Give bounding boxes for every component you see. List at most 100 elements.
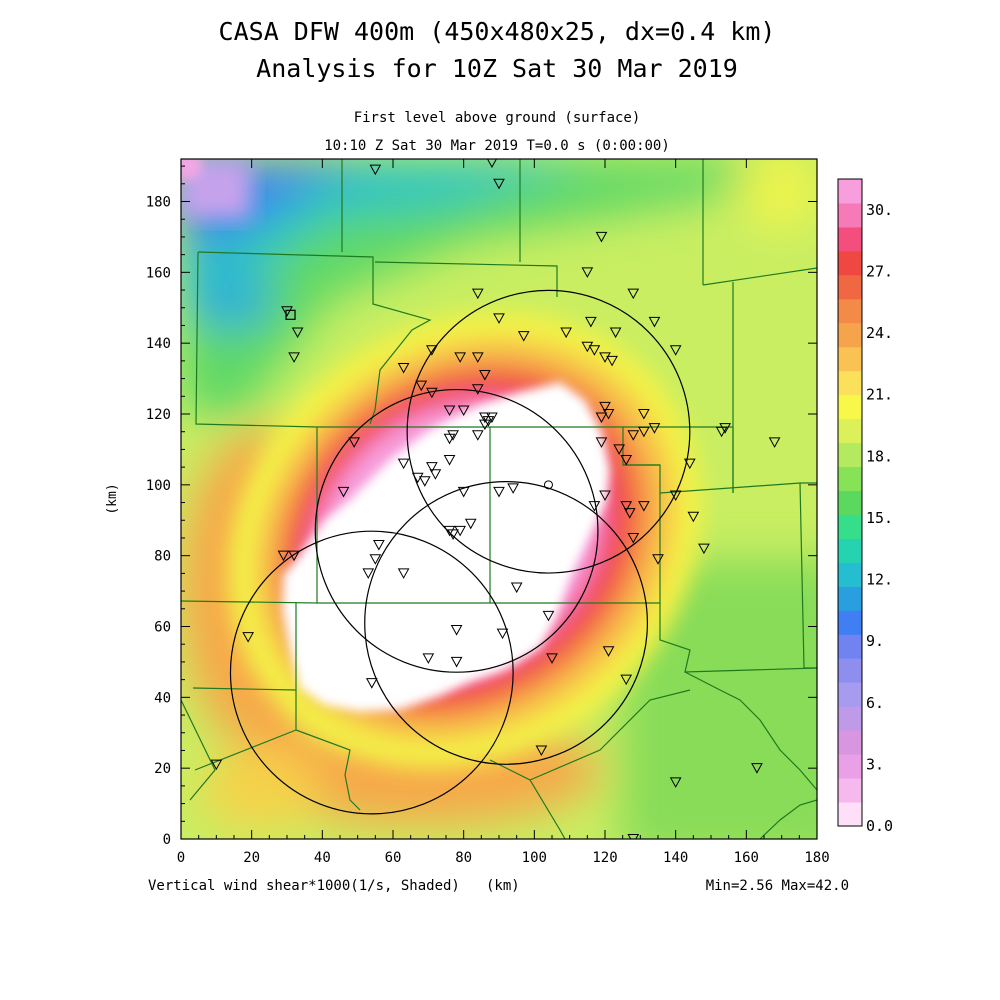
shaded-shear-field — [181, 159, 817, 839]
station-marker — [493, 313, 505, 324]
station-marker — [457, 486, 470, 498]
station-marker — [507, 483, 519, 494]
colorbar-swatch — [838, 346, 862, 372]
y-tick-label: 160 — [146, 265, 171, 281]
radar-range-circles — [229, 289, 691, 815]
colorbar-swatch — [838, 634, 862, 659]
colorbar-swatch — [838, 298, 862, 324]
colorbar-swatch — [838, 514, 862, 539]
station-marker — [426, 387, 438, 399]
station-marker — [623, 508, 636, 519]
colorbar-swatch — [838, 418, 862, 444]
radar-range-circle-2 — [314, 388, 599, 673]
colorbar-label: 27. — [866, 262, 893, 280]
station-marker — [369, 554, 382, 565]
colorbar-label: 15. — [866, 509, 893, 527]
station-marker — [648, 423, 661, 434]
station-marker — [457, 405, 470, 416]
colorbar-swatch — [838, 562, 862, 587]
station-marker — [595, 437, 608, 448]
axes: 0 20 40 60 80 100 120 140 160 180 0 20 40 60 80 100 120 1… — [146, 159, 830, 866]
station-marker — [683, 458, 696, 470]
station-marker — [397, 362, 410, 374]
station-marker — [595, 412, 608, 424]
colorbar-swatch — [838, 322, 862, 348]
x-tick-label: 100 — [522, 850, 547, 866]
station-marker — [450, 625, 463, 636]
radar-range-circle-3 — [406, 289, 691, 574]
station-marker — [768, 437, 781, 448]
station-marker — [751, 763, 763, 774]
station-marker — [337, 486, 350, 498]
colorbar-label: 6. — [866, 694, 884, 712]
station-marker — [443, 405, 456, 416]
station-marker — [281, 306, 293, 317]
colorbar-swatch — [838, 394, 862, 420]
station-marker — [546, 653, 558, 664]
station-marker — [493, 486, 505, 498]
station-marker — [288, 352, 300, 363]
x-tick-label: 80 — [455, 850, 472, 866]
y-tick-label: 0 — [163, 832, 171, 848]
x-tick-label: 40 — [314, 850, 331, 866]
station-marker — [542, 610, 555, 622]
station-marker — [454, 525, 466, 537]
y-tick-label: 60 — [154, 620, 171, 636]
colorbar: 0.0 3. 6. 9. 12. 15. 18. 21. 24. 27. 30. — [837, 178, 893, 835]
station-marker — [493, 178, 505, 190]
station-marker — [422, 653, 435, 664]
station-marker — [288, 550, 300, 562]
station-marker — [471, 384, 484, 395]
station-marker — [606, 355, 618, 367]
station-marker — [397, 458, 410, 470]
y-tick-label: 20 — [154, 761, 171, 777]
station-marker — [369, 164, 382, 176]
chart-subtitle-line2: 10:10 Z Sat 30 Mar 2019 T=0.0 s (0:00:00… — [324, 138, 670, 154]
y-tick-label: 140 — [146, 336, 171, 352]
station-marker — [397, 568, 410, 579]
chart-title-line2: Analysis for 10Z Sat 30 Mar 2019 — [256, 54, 738, 83]
colorbar-swatch — [838, 754, 862, 779]
colorbar-swatch — [838, 778, 862, 803]
colorbar-swatch — [838, 682, 862, 707]
colorbar-swatch — [838, 250, 862, 276]
station-marker — [426, 462, 438, 473]
x-axis-label: (km) — [486, 878, 520, 894]
station-marker — [242, 632, 254, 643]
field-label: Vertical wind shear*1000(1/s, Shaded) — [148, 878, 460, 894]
colorbar-swatch — [838, 370, 862, 396]
radar-range-circle-1 — [229, 530, 514, 815]
station-marker — [464, 518, 477, 530]
station-marker — [447, 529, 459, 540]
station-marker — [627, 834, 640, 839]
colorbar-swatch — [838, 274, 862, 300]
station-marker — [418, 476, 431, 487]
station-marker — [348, 437, 360, 448]
station-marker — [620, 455, 633, 466]
station-marker — [471, 430, 484, 441]
station-marker — [479, 412, 491, 424]
colorbar-label: 24. — [866, 324, 893, 342]
station-marker — [638, 501, 650, 512]
station-marker — [486, 159, 497, 169]
station-marker — [426, 345, 438, 356]
colorbar-swatch — [838, 226, 862, 252]
station-markers — [210, 159, 781, 839]
station-marker — [588, 345, 601, 356]
circle-site-marker — [543, 480, 553, 490]
station-marker — [669, 345, 682, 356]
station-marker — [560, 327, 572, 339]
station-marker — [585, 316, 597, 328]
colorbar-swatch — [838, 490, 862, 515]
station-marker — [291, 327, 304, 339]
station-marker — [719, 423, 731, 434]
station-marker — [415, 380, 428, 392]
station-marker — [620, 674, 633, 686]
station-marker — [698, 543, 710, 555]
station-marker — [486, 412, 498, 424]
station-marker — [454, 352, 466, 363]
station-marker — [602, 646, 615, 657]
station-marker — [638, 426, 650, 438]
colorbar-swatch — [838, 466, 862, 492]
